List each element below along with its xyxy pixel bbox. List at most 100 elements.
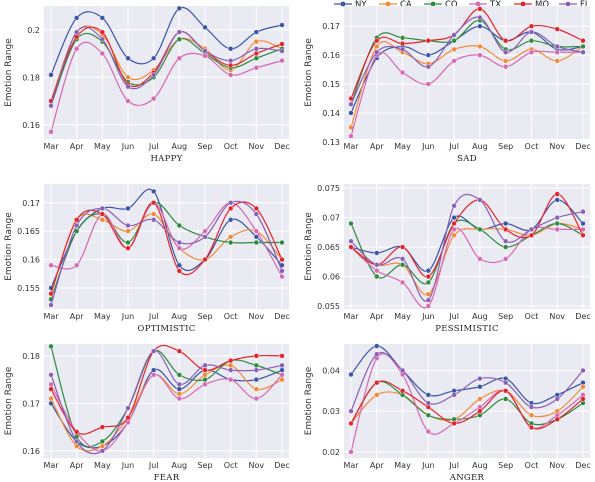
data-point [202,24,208,30]
data-point [451,32,457,38]
data-point [151,367,157,373]
panel-sad: 0.13 0.14 0.15 0.16 0.17 Mar Apr May Jun Jul Aug Se… [304,6,591,164]
plot-background [344,184,590,309]
data-point [253,205,259,212]
data-point [228,217,234,223]
x-tick-label: Jun [121,312,135,321]
x-tick-label: Jun [121,461,135,470]
series-line [350,351,584,412]
x-tick-label: Mar [343,142,359,151]
data-point [503,238,509,244]
data-point [48,129,54,135]
legend-marker [475,1,481,7]
y-tick-label: 0.16 [22,447,40,456]
plot-background [44,6,289,139]
legend-marker [385,1,391,7]
data-point [176,5,182,11]
data-point [228,377,234,383]
data-point [74,46,80,52]
data-point [125,98,131,104]
x-tick-label: Oct [224,461,238,470]
x-tick-label: Mar [343,312,359,321]
data-point [99,205,105,212]
panel-title: PESSIMISTIC [435,324,499,334]
data-point [279,268,285,274]
x-tick-label: May [394,142,411,151]
x-tick-label: Jul [148,142,159,151]
x-tick-label: Sep [197,142,212,151]
data-point [399,35,406,41]
y-tick-label: 0.075 [317,184,340,193]
series-line [50,32,283,106]
series-line [50,41,283,133]
series-line [50,364,283,452]
x-tick-label: Dec [274,461,289,470]
data-point [279,41,285,47]
data-point [451,392,457,398]
data-point [374,351,380,357]
series-fl [48,200,285,308]
x-tick-label: Aug [172,312,188,321]
panel-fear: 0.16 0.17 0.18 Mar Apr May Jun Jul Aug Sep Oct Nov D… [4,343,290,482]
data-point [477,14,483,21]
data-point [425,38,431,44]
data-point [528,38,535,44]
data-point [253,50,259,57]
data-point [176,36,182,42]
y-tick-label: 0.02 [322,448,340,457]
x-tick-label: May [94,312,111,321]
data-point [151,72,157,78]
data-point [151,217,157,223]
data-point [202,362,208,368]
y-tick-label: 0.06 [322,273,340,282]
y-tick-label: 0.16 [22,121,40,130]
legend: NY CA CO TX MO FL [334,0,590,10]
data-point [48,103,54,109]
data-point [477,256,483,262]
data-point [74,262,80,268]
data-point [425,428,431,435]
series-line [350,353,584,453]
data-point [99,217,105,223]
y-axis-label: Emotion Range [304,366,314,435]
series-line [350,381,584,426]
data-point [451,58,457,64]
x-tick-label: Apr [370,142,385,151]
data-point [176,381,182,387]
data-point [374,268,380,274]
data-point [425,268,431,274]
x-tick-label: Sep [197,461,212,470]
data-point [477,52,483,58]
data-point [253,211,259,217]
data-point [74,429,80,435]
series-line [50,200,283,306]
data-point [477,408,483,414]
data-point [348,420,354,426]
x-tick-label: Dec [575,142,590,151]
data-point [228,362,234,368]
data-point [528,424,535,431]
data-point [503,38,509,44]
data-point [151,372,157,378]
legend-label: CO [445,0,458,10]
data-point [48,72,54,78]
x-tick-label: Dec [575,461,590,470]
data-point [503,396,509,402]
data-point [451,232,457,238]
data-point [399,388,406,394]
data-point [528,232,535,238]
x-tick-label: Sep [498,461,513,470]
data-point [528,23,535,29]
data-point [176,372,182,378]
data-point [74,217,80,223]
data-point [425,279,431,286]
legend-item-ca: CA [379,0,412,10]
y-tick-label: 0.03 [322,407,340,416]
x-tick-label: Dec [274,312,289,321]
y-tick-label: 0.18 [22,352,40,361]
series-line [350,25,584,114]
data-point [74,15,80,21]
data-point [451,203,457,209]
data-point [176,262,182,268]
